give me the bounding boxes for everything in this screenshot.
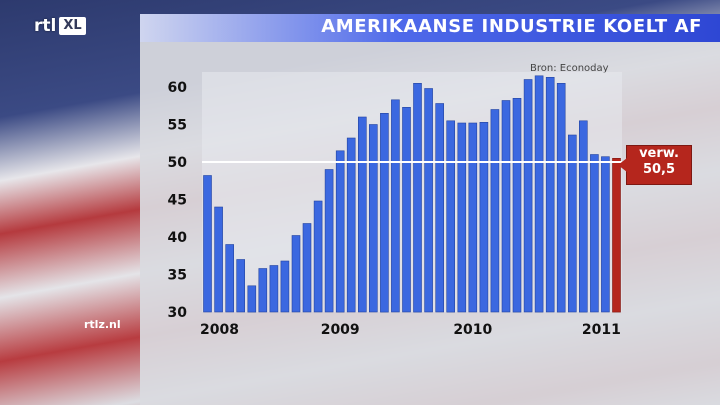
- data-bar: [324, 169, 334, 313]
- logo-sub-text: XL: [59, 17, 86, 35]
- data-bar: [501, 100, 511, 313]
- forecast-callout: verw. 50,5: [618, 145, 692, 185]
- data-bar: [512, 98, 522, 313]
- y-tick-label: 35: [168, 268, 187, 284]
- data-bar: [523, 79, 533, 313]
- data-bar: [446, 120, 456, 313]
- data-bar: [578, 120, 588, 313]
- data-bar: [346, 137, 356, 313]
- x-tick-label: 2008: [200, 322, 239, 338]
- data-bar: [424, 88, 433, 313]
- x-tick-label: 2009: [321, 322, 360, 338]
- data-bar: [590, 154, 599, 313]
- title-bar: AMERIKAANSE INDUSTRIE KOELT AF: [140, 14, 720, 42]
- data-bar: [601, 156, 610, 313]
- data-bar: [269, 265, 279, 313]
- data-bar: [413, 83, 422, 313]
- data-bar: [280, 260, 290, 313]
- data-bar: [468, 122, 478, 313]
- data-bar: [357, 116, 367, 313]
- data-bar: [457, 122, 467, 313]
- y-tick-label: 60: [168, 80, 188, 96]
- data-bar: [236, 259, 245, 313]
- x-tick-label: 2010: [453, 322, 492, 338]
- data-bar: [247, 285, 257, 313]
- data-bar: [391, 99, 400, 313]
- channel-logo: rtl XL: [34, 14, 86, 38]
- forecast-bar: [612, 158, 621, 313]
- data-bar: [335, 150, 345, 313]
- data-bar: [203, 175, 212, 313]
- y-tick-label: 45: [168, 193, 187, 209]
- data-bar: [214, 206, 223, 313]
- y-tick-label: 40: [168, 230, 188, 246]
- y-tick-label: 55: [168, 118, 187, 134]
- forecast-label: verw.: [639, 146, 679, 161]
- data-bar: [556, 83, 566, 313]
- data-bar: [534, 75, 544, 313]
- data-bar: [490, 109, 500, 313]
- data-bar: [225, 244, 234, 313]
- data-bar: [380, 113, 389, 313]
- data-bar: [545, 77, 555, 313]
- data-bar: [302, 223, 312, 313]
- forecast-value: 50,5: [642, 162, 676, 177]
- data-bar: [402, 107, 411, 313]
- data-bar: [258, 268, 268, 313]
- x-tick-label: 2011: [582, 322, 621, 338]
- y-tick-label: 50: [168, 155, 188, 171]
- data-bar: [313, 200, 323, 313]
- data-bar: [291, 235, 301, 313]
- data-bar: [368, 124, 378, 313]
- page-title: AMERIKAANSE INDUSTRIE KOELT AF: [321, 16, 702, 37]
- site-url: rtlz.nl: [84, 318, 121, 331]
- logo-main-text: rtl: [34, 16, 57, 36]
- data-bar: [479, 122, 489, 313]
- data-bar: [567, 134, 577, 313]
- y-tick-label: 30: [168, 305, 188, 321]
- chart-source: Bron: Econoday: [530, 63, 609, 74]
- data-bar: [435, 103, 445, 313]
